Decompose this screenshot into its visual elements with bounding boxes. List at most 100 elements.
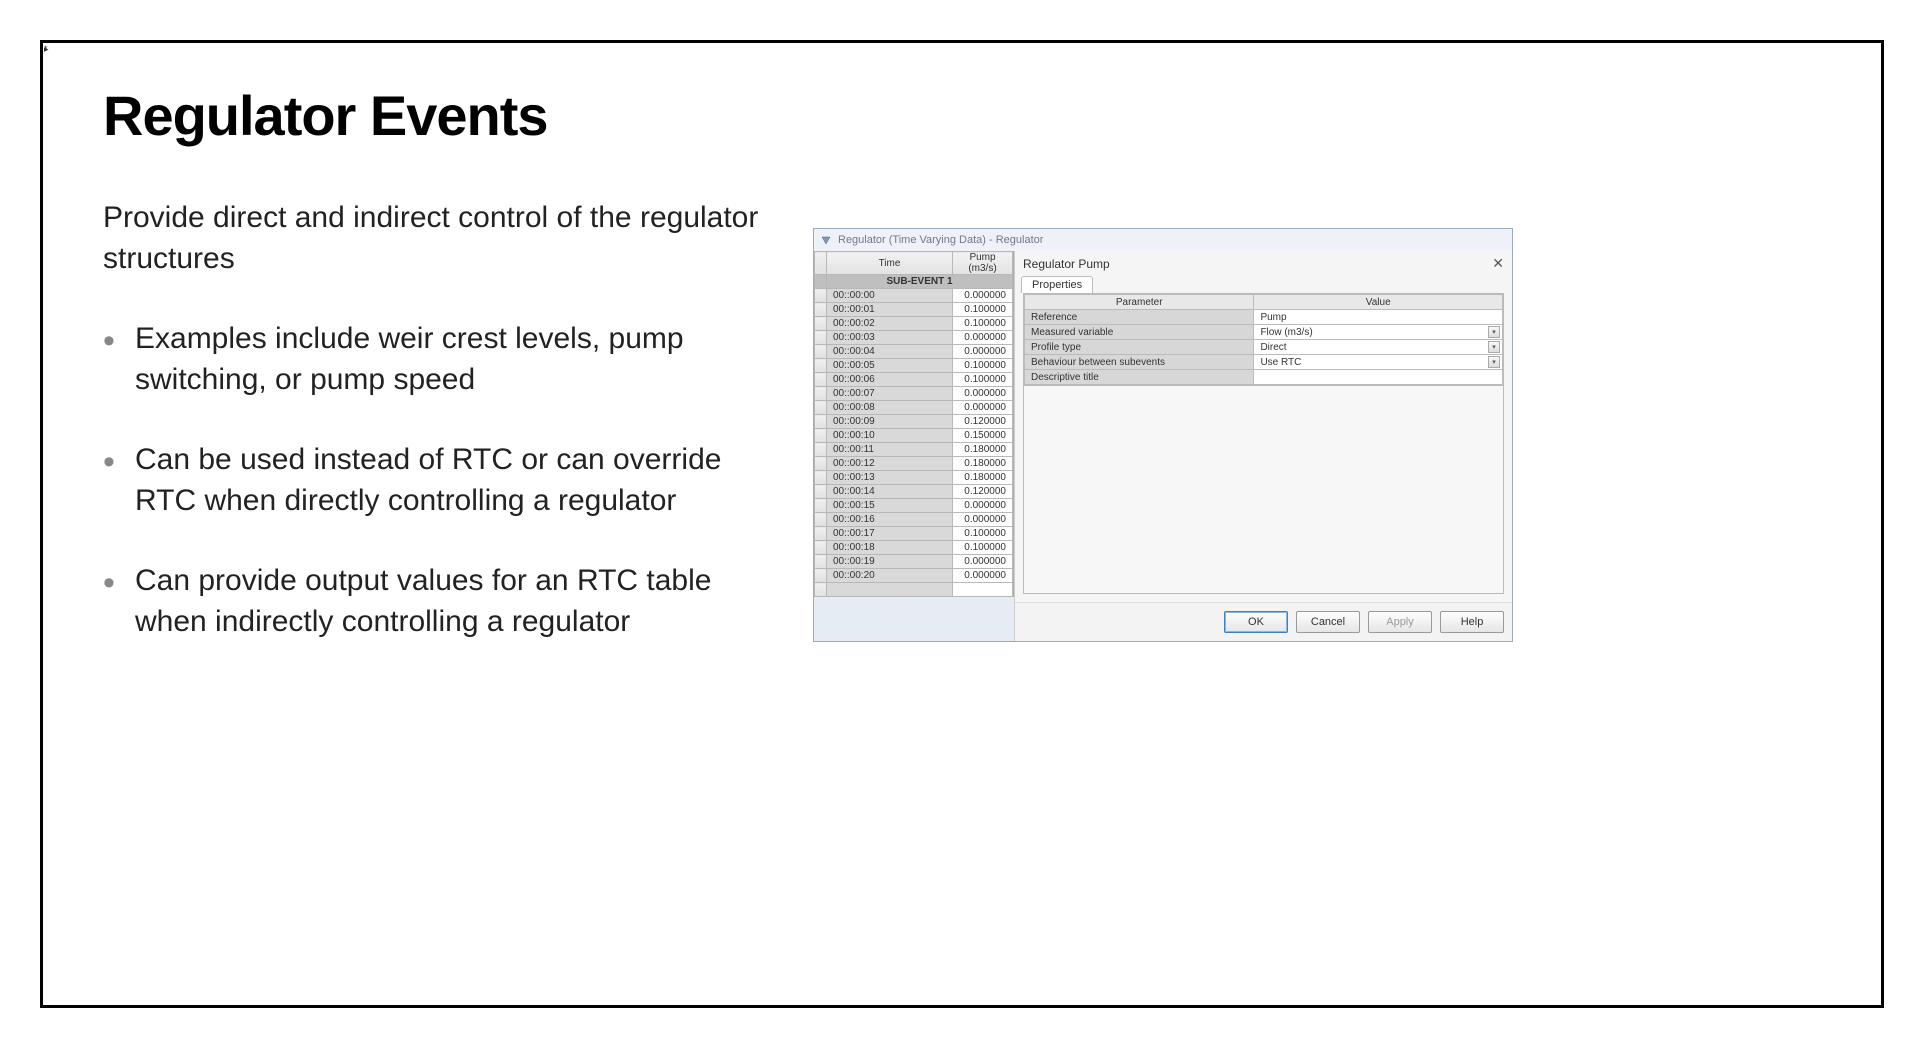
col-header-value: Value xyxy=(1254,295,1503,310)
grid-cell-time[interactable]: 00::00:14 xyxy=(827,485,953,499)
grid-cell-value[interactable]: 0.000000 xyxy=(953,569,1013,583)
grid-cell-value[interactable]: 0.000000 xyxy=(953,555,1013,569)
grid-cell-value[interactable]: 0.100000 xyxy=(953,303,1013,317)
window-title: Regulator (Time Varying Data) - Regulato… xyxy=(838,234,1043,246)
prop-value[interactable]: Direct▾ xyxy=(1254,340,1503,355)
grid-cell-time[interactable]: 00::00:02 xyxy=(827,317,953,331)
grid-cell-value[interactable]: 0.000000 xyxy=(953,513,1013,527)
grid-rowheader[interactable] xyxy=(815,289,827,303)
grid-cell-time[interactable]: 00::00:10 xyxy=(827,429,953,443)
grid-cell-time[interactable]: 00::00:12 xyxy=(827,457,953,471)
grid-rowheader[interactable] xyxy=(815,317,827,331)
screenshot-column: Regulator (Time Varying Data) - Regulato… xyxy=(813,198,1821,682)
time-grid-pane: Time Pump (m3/s) SUB-EVENT 100::00:000.0… xyxy=(814,251,1014,597)
grid-cell-value[interactable]: 0.100000 xyxy=(953,527,1013,541)
grid-cell-time[interactable]: 00::00:09 xyxy=(827,415,953,429)
grid-cell-time[interactable]: 00::00:00 xyxy=(827,289,953,303)
prop-value[interactable]: Use RTC▾ xyxy=(1254,355,1503,370)
grid-rowheader[interactable] xyxy=(815,345,827,359)
grid-rowheader[interactable] xyxy=(815,415,827,429)
grid-cell-time[interactable]: 00::00:16 xyxy=(827,513,953,527)
grid-rowheader[interactable] xyxy=(815,331,827,345)
properties-box: Parameter Value ReferencePumpMeasured va… xyxy=(1023,293,1504,386)
grid-rowheader[interactable] xyxy=(815,457,827,471)
grid-cell-time[interactable]: 00::00:13 xyxy=(827,471,953,485)
grid-cell-time[interactable]: 00::00:19 xyxy=(827,555,953,569)
grid-cell-value[interactable] xyxy=(953,583,1013,597)
grid-cell-value[interactable]: 0.000000 xyxy=(953,499,1013,513)
tab-properties[interactable]: Properties xyxy=(1021,276,1093,293)
dropdown-icon[interactable]: ▾ xyxy=(1488,326,1500,338)
grid-rowheader[interactable] xyxy=(815,401,827,415)
grid-rowheader[interactable] xyxy=(815,527,827,541)
grid-cell-value[interactable]: 0.100000 xyxy=(953,541,1013,555)
help-button[interactable]: Help xyxy=(1440,611,1504,633)
col-header-value[interactable]: Pump (m3/s) xyxy=(953,252,1013,275)
grid-cell-time[interactable]: 00::00:11 xyxy=(827,443,953,457)
grid-rowheader[interactable] xyxy=(815,303,827,317)
grid-cell-time[interactable]: 00::00:01 xyxy=(827,303,953,317)
grid-cell-value[interactable]: 0.150000 xyxy=(953,429,1013,443)
grid-rowheader[interactable] xyxy=(815,359,827,373)
grid-cell-time[interactable] xyxy=(827,583,953,597)
properties-empty-area xyxy=(1023,386,1504,594)
grid-rowheader[interactable] xyxy=(815,443,827,457)
time-grid[interactable]: Time Pump (m3/s) SUB-EVENT 100::00:000.0… xyxy=(814,251,1013,597)
grid-cell-value[interactable]: 0.000000 xyxy=(953,331,1013,345)
apply-button[interactable]: Apply xyxy=(1368,611,1432,633)
grid-rowheader[interactable] xyxy=(815,541,827,555)
grid-cell-time[interactable]: 00::00:15 xyxy=(827,499,953,513)
grid-cell-time[interactable]: 00::00:08 xyxy=(827,401,953,415)
slide-title: Regulator Events xyxy=(103,83,1821,148)
grid-cell-value[interactable]: 0.120000 xyxy=(953,415,1013,429)
cancel-button[interactable]: Cancel xyxy=(1296,611,1360,633)
grid-cell-time[interactable]: 00::00:20 xyxy=(827,569,953,583)
grid-cell-time[interactable]: 00::00:18 xyxy=(827,541,953,555)
grid-cell-time[interactable]: 00::00:07 xyxy=(827,387,953,401)
subevent-row[interactable]: SUB-EVENT 1 xyxy=(827,275,1013,289)
prop-value[interactable]: Pump xyxy=(1254,310,1503,325)
prop-param: Behaviour between subevents xyxy=(1025,355,1254,370)
grid-rowheader[interactable]: ▸ xyxy=(815,569,827,583)
dialog-buttons: OK Cancel Apply Help xyxy=(1015,602,1512,641)
bullet-item: Examples include weir crest levels, pump… xyxy=(135,319,783,400)
grid-rowheader[interactable] xyxy=(815,387,827,401)
grid-newrow[interactable]: * xyxy=(815,583,827,597)
dropdown-icon[interactable]: ▾ xyxy=(1488,356,1500,368)
grid-cell-value[interactable]: 0.000000 xyxy=(953,387,1013,401)
grid-cell-time[interactable]: 00::00:05 xyxy=(827,359,953,373)
prop-param: Measured variable xyxy=(1025,325,1254,340)
grid-cell-value[interactable]: 0.100000 xyxy=(953,359,1013,373)
prop-value[interactable]: Flow (m3/s)▾ xyxy=(1254,325,1503,340)
grid-cell-value[interactable]: 0.180000 xyxy=(953,471,1013,485)
close-icon[interactable]: ✕ xyxy=(1492,255,1504,272)
window-titlebar[interactable]: Regulator (Time Varying Data) - Regulato… xyxy=(814,229,1512,251)
grid-cell-value[interactable]: 0.000000 xyxy=(953,289,1013,303)
bullet-item: Can be used instead of RTC or can overri… xyxy=(135,440,783,521)
grid-rowheader[interactable] xyxy=(815,555,827,569)
grid-rowheader[interactable] xyxy=(815,373,827,387)
grid-cell-time[interactable]: 00::00:03 xyxy=(827,331,953,345)
grid-rowheader[interactable] xyxy=(815,485,827,499)
grid-rowheader[interactable] xyxy=(815,499,827,513)
grid-rowheader[interactable] xyxy=(815,471,827,485)
dropdown-icon[interactable]: ▾ xyxy=(1488,341,1500,353)
grid-cell-value[interactable]: 0.100000 xyxy=(953,373,1013,387)
grid-rowheader[interactable] xyxy=(815,429,827,443)
window-body: Time Pump (m3/s) SUB-EVENT 100::00:000.0… xyxy=(814,251,1512,641)
grid-cell-value[interactable]: 0.000000 xyxy=(953,345,1013,359)
grid-cell-value[interactable]: 0.180000 xyxy=(953,443,1013,457)
grid-cell-value[interactable]: 0.000000 xyxy=(953,401,1013,415)
grid-cell-time[interactable]: 00::00:06 xyxy=(827,373,953,387)
prop-value[interactable] xyxy=(1254,370,1503,385)
grid-cell-time[interactable]: 00::00:04 xyxy=(827,345,953,359)
ok-button[interactable]: OK xyxy=(1224,611,1288,633)
bullet-item: Can provide output values for an RTC tab… xyxy=(135,561,783,642)
properties-table[interactable]: Parameter Value ReferencePumpMeasured va… xyxy=(1024,294,1503,385)
col-header-time[interactable]: Time xyxy=(827,252,953,275)
grid-cell-value[interactable]: 0.120000 xyxy=(953,485,1013,499)
grid-rowheader[interactable] xyxy=(815,513,827,527)
grid-cell-value[interactable]: 0.100000 xyxy=(953,317,1013,331)
grid-cell-value[interactable]: 0.180000 xyxy=(953,457,1013,471)
grid-cell-time[interactable]: 00::00:17 xyxy=(827,527,953,541)
